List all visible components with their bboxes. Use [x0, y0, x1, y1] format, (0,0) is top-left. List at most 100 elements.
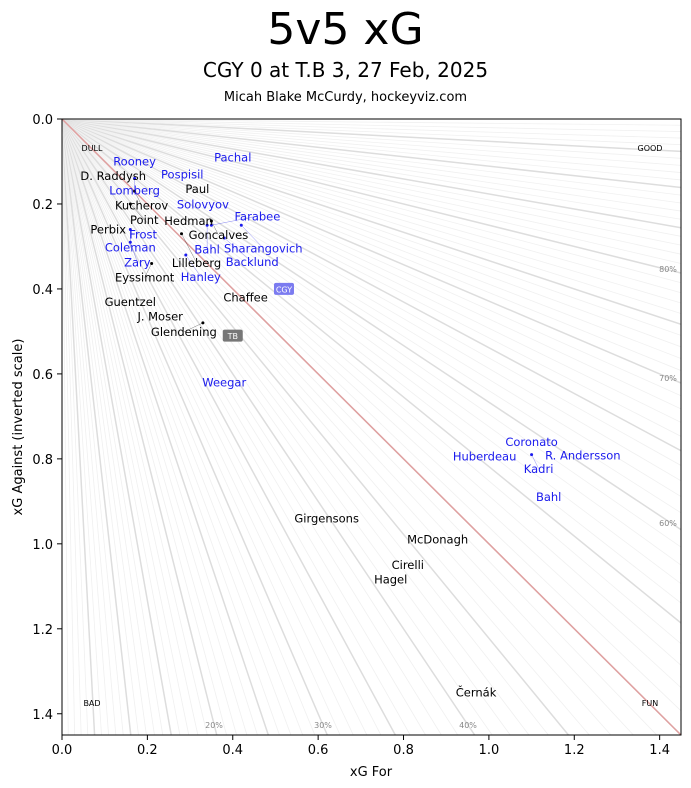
- player-label: Glendening: [151, 325, 217, 339]
- player-label: Coronato: [505, 435, 557, 449]
- ray-line: [62, 119, 612, 735]
- player-label: Weegar: [202, 376, 246, 390]
- corner-labels: DULL GOOD BAD FUN: [82, 144, 663, 708]
- ray-line: [62, 119, 681, 294]
- team-marker-box: [273, 282, 294, 295]
- player-label: Guentzel: [105, 295, 156, 309]
- ray-line: [62, 119, 139, 735]
- leader-line: [183, 322, 203, 333]
- point-dot: [128, 227, 132, 231]
- ray-line: [62, 119, 681, 482]
- ray-line: [62, 119, 681, 246]
- ray-line: [62, 119, 411, 735]
- corner-label-fun: FUN: [642, 699, 658, 708]
- ray-line: [62, 119, 681, 688]
- player-label: Coleman: [105, 241, 156, 255]
- player-label: Lilleberg: [172, 256, 221, 270]
- ray-line: [62, 119, 681, 132]
- player-label: Perbix: [90, 223, 126, 237]
- ray-line: [62, 119, 681, 359]
- ray-line: [62, 119, 681, 397]
- ray-line: [62, 119, 681, 437]
- ray-line: [62, 119, 117, 735]
- player-label: Paul: [185, 182, 209, 196]
- corner-label-good: GOOD: [638, 144, 663, 153]
- player-label: Rooney: [113, 155, 156, 169]
- ray-line: [62, 119, 341, 735]
- ray-line: [62, 119, 172, 735]
- ray-line: [62, 119, 681, 548]
- ray-line: [62, 119, 511, 735]
- player-label: Frost: [129, 227, 157, 241]
- team-marker-box: [222, 329, 243, 342]
- player-label: D. Raddysh: [80, 169, 146, 183]
- ray-line: [62, 119, 280, 735]
- team-marker-label: TB: [227, 332, 238, 341]
- y-axis-label: xG Against (inverted scale): [11, 339, 26, 516]
- ray-line: [62, 119, 681, 159]
- ray-line: [62, 119, 237, 735]
- ray-line: [62, 119, 549, 735]
- x-tick-label: 0.2: [137, 743, 158, 758]
- point-dot: [150, 261, 154, 265]
- pct-label: 80%: [659, 265, 677, 274]
- player-label: R. Andersson: [545, 448, 620, 462]
- ray-line: [62, 119, 476, 735]
- ray-line: [62, 119, 681, 604]
- ray-line: [62, 119, 124, 735]
- chart-subtitle: CGY 0 at T.B 3, 27 Feb, 2025: [202, 58, 489, 82]
- ray-line: [62, 119, 493, 735]
- y-tick-label: 1.2: [32, 623, 53, 638]
- ray-line: [62, 119, 681, 514]
- ray-line: [62, 119, 109, 735]
- x-tick-label: 0.4: [222, 743, 243, 758]
- pct-label: 60%: [659, 519, 677, 528]
- pct-label: 40%: [459, 721, 477, 730]
- ray-line: [62, 119, 681, 410]
- ray-line: [62, 119, 316, 735]
- leader-line: [181, 233, 197, 263]
- ray-line: [62, 119, 658, 735]
- ray-line: [62, 119, 681, 212]
- player-label: Hedman: [164, 214, 213, 228]
- point-dot: [222, 236, 226, 240]
- ray-line: [62, 119, 396, 735]
- player-label: Backlund: [226, 255, 279, 269]
- ray-line: [62, 119, 681, 314]
- ray-line: [62, 119, 155, 735]
- ray-line: [62, 119, 82, 735]
- y-tick-label: 1.0: [32, 538, 53, 553]
- leader-line: [144, 263, 152, 278]
- ray-line: [62, 119, 681, 204]
- player-label: Černák: [456, 685, 497, 700]
- ray-line: [62, 119, 681, 371]
- player-label: Lomberg: [109, 184, 160, 198]
- ray-line: [62, 119, 681, 645]
- ray-line: [62, 119, 304, 735]
- player-label: Hagel: [374, 573, 407, 587]
- leader-line: [134, 191, 142, 206]
- leader-line: [130, 242, 138, 263]
- ray-line: [62, 119, 218, 735]
- ray-line: [62, 119, 328, 735]
- y-tick-label: 0.0: [32, 113, 53, 128]
- x-axis: 0.0 0.2 0.4 0.6 0.8 1.0 1.2 1.4: [52, 735, 670, 758]
- x-axis-label: xG For: [350, 765, 393, 780]
- ray-line: [62, 119, 96, 735]
- pct-label: 30%: [314, 721, 332, 730]
- ray-line: [62, 119, 530, 735]
- ray-line: [62, 119, 459, 735]
- point-dot: [239, 223, 243, 227]
- player-label: Huberdeau: [453, 450, 517, 464]
- ray-line: [62, 119, 190, 735]
- y-axis: 0.0 0.2 0.4 0.6 0.8 1.0 1.2 1.4: [32, 113, 62, 723]
- team-markers: CGY TB: [222, 282, 294, 342]
- ray-line: [62, 119, 570, 735]
- ray-line: [62, 119, 681, 585]
- percentage-labels: 20% 30% 40% 60% 70% 80%: [205, 265, 677, 730]
- player-label: Eyssimont: [115, 271, 175, 285]
- ray-line: [62, 119, 681, 220]
- x-tick-label: 1.0: [479, 743, 500, 758]
